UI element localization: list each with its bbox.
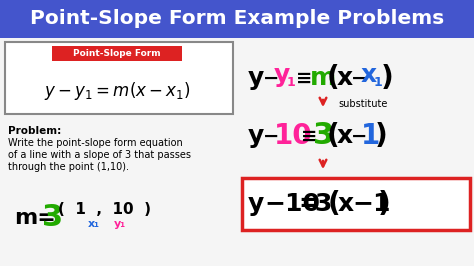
Text: substitute: substitute — [338, 99, 387, 109]
Text: $y - y_1 = m(x - x_1)$: $y - y_1 = m(x - x_1)$ — [44, 80, 190, 102]
Text: through the point (1,10).: through the point (1,10). — [8, 162, 129, 172]
Text: Point-Slope Form: Point-Slope Form — [73, 49, 161, 59]
Text: 1: 1 — [361, 122, 380, 150]
Text: y: y — [248, 124, 264, 148]
Text: 10: 10 — [274, 122, 313, 150]
Text: −: − — [263, 127, 279, 146]
Text: y₁: y₁ — [114, 219, 126, 229]
Text: 3: 3 — [313, 122, 334, 151]
Text: (: ( — [327, 64, 340, 92]
Text: y: y — [248, 192, 264, 216]
Text: (  1  ,  10  ): ( 1 , 10 ) — [58, 202, 152, 218]
Text: ): ) — [375, 122, 388, 150]
Text: 3: 3 — [42, 203, 63, 232]
Text: (: ( — [327, 122, 340, 150]
Text: y: y — [274, 63, 290, 87]
Text: −: − — [263, 69, 279, 88]
Text: of a line with a slope of 3 that passes: of a line with a slope of 3 that passes — [8, 150, 191, 160]
Text: m=: m= — [14, 208, 56, 228]
Text: ): ) — [378, 190, 391, 218]
FancyBboxPatch shape — [52, 46, 182, 61]
Text: −10: −10 — [264, 192, 320, 216]
Text: x: x — [361, 63, 377, 87]
Text: =: = — [298, 192, 319, 216]
Text: Point-Slope Form Example Problems: Point-Slope Form Example Problems — [30, 10, 444, 28]
Text: −1: −1 — [352, 192, 391, 216]
Text: Write the point-slope form equation: Write the point-slope form equation — [8, 138, 183, 148]
Text: m: m — [310, 66, 336, 90]
Text: 1: 1 — [287, 76, 296, 89]
Text: x: x — [337, 66, 353, 90]
Text: Problem:: Problem: — [8, 126, 61, 136]
Text: x₁: x₁ — [88, 219, 100, 229]
Text: −: − — [351, 127, 367, 146]
Text: (: ( — [328, 190, 341, 218]
Text: y: y — [248, 66, 264, 90]
Text: x: x — [338, 192, 354, 216]
FancyBboxPatch shape — [5, 42, 233, 114]
Text: 3: 3 — [314, 192, 331, 216]
Text: ≡: ≡ — [301, 127, 318, 146]
Text: x: x — [337, 124, 353, 148]
Text: ): ) — [381, 64, 394, 92]
Text: ≡: ≡ — [296, 69, 312, 88]
Text: −: − — [351, 69, 367, 88]
Text: 1: 1 — [374, 76, 383, 89]
FancyBboxPatch shape — [242, 178, 470, 230]
Bar — [0, 0, 474, 38]
